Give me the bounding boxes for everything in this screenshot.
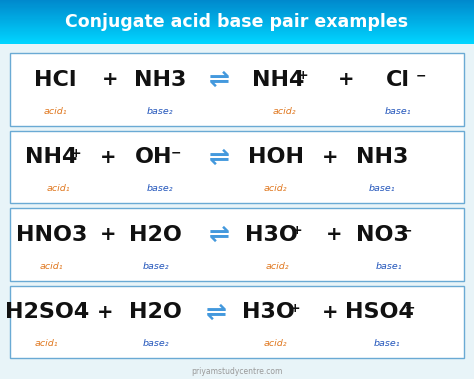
Text: base₂: base₂	[147, 184, 173, 193]
Text: base₁: base₁	[369, 184, 395, 193]
Bar	[0, 14, 474, 15]
Bar	[0, 13, 474, 14]
Text: H2SO4: H2SO4	[5, 302, 89, 323]
Text: Cl: Cl	[386, 70, 410, 90]
Text: +: +	[97, 303, 114, 322]
Text: acid₂: acid₂	[264, 339, 287, 348]
Text: base₂: base₂	[142, 262, 169, 271]
FancyBboxPatch shape	[10, 208, 464, 280]
Text: +: +	[322, 148, 338, 167]
Bar	[0, 3, 474, 5]
Text: +: +	[102, 70, 118, 89]
Text: ⇌: ⇌	[209, 68, 229, 92]
FancyBboxPatch shape	[10, 286, 464, 358]
Bar	[0, 36, 474, 37]
Bar	[0, 10, 474, 11]
Bar	[0, 39, 474, 40]
Text: priyamstudycentre.com: priyamstudycentre.com	[191, 367, 283, 376]
Text: +: +	[100, 226, 116, 244]
Text: OH: OH	[135, 147, 172, 168]
Bar	[0, 2, 474, 3]
Text: acid₁: acid₁	[39, 262, 63, 271]
Bar	[0, 5, 474, 6]
Bar	[0, 8, 474, 9]
Text: NO3: NO3	[356, 225, 409, 245]
Text: H2O: H2O	[129, 302, 182, 323]
Bar	[0, 22, 474, 23]
Bar	[0, 19, 474, 20]
Text: H2O: H2O	[129, 225, 182, 245]
Text: +: +	[297, 69, 308, 82]
Bar	[0, 1, 474, 2]
Text: NH3: NH3	[356, 147, 408, 168]
Text: H3O: H3O	[242, 302, 295, 323]
Bar	[0, 30, 474, 31]
Text: NH4: NH4	[252, 70, 304, 90]
Bar	[0, 27, 474, 28]
Text: HOH: HOH	[247, 147, 303, 168]
Bar	[0, 16, 474, 17]
Bar	[0, 11, 474, 12]
Text: +: +	[290, 302, 301, 315]
Text: −: −	[401, 224, 412, 237]
Text: base₂: base₂	[147, 106, 173, 116]
Text: base₁: base₁	[375, 262, 402, 271]
Text: +: +	[292, 224, 302, 237]
Bar	[0, 26, 474, 27]
Text: base₁: base₁	[384, 106, 411, 116]
Text: HNO3: HNO3	[16, 225, 87, 245]
FancyBboxPatch shape	[10, 130, 464, 203]
Text: ⇌: ⇌	[209, 223, 229, 247]
Text: H3O: H3O	[245, 225, 297, 245]
Text: base₁: base₁	[374, 339, 400, 348]
Bar	[0, 24, 474, 25]
Bar	[0, 9, 474, 10]
Bar	[0, 34, 474, 35]
Text: −: −	[405, 302, 415, 315]
Text: acid₁: acid₁	[46, 184, 70, 193]
Bar	[0, 17, 474, 19]
FancyBboxPatch shape	[10, 53, 464, 126]
Bar	[0, 21, 474, 22]
Text: +: +	[337, 70, 354, 89]
Bar	[0, 35, 474, 36]
Bar	[0, 23, 474, 24]
Text: HCl: HCl	[35, 70, 77, 90]
Text: acid₁: acid₁	[44, 106, 67, 116]
Bar	[0, 42, 474, 44]
Bar	[0, 15, 474, 16]
Bar	[0, 20, 474, 21]
Text: +: +	[100, 148, 116, 167]
Text: NH3: NH3	[134, 70, 186, 90]
Bar	[0, 33, 474, 34]
Bar	[0, 31, 474, 33]
Text: acid₂: acid₂	[264, 184, 287, 193]
Text: HSO4: HSO4	[345, 302, 414, 323]
Bar	[0, 12, 474, 13]
Text: ⇌: ⇌	[206, 301, 227, 324]
Text: +: +	[326, 226, 343, 244]
Text: −: −	[171, 147, 181, 160]
Text: acid₂: acid₂	[266, 262, 290, 271]
Text: NH4: NH4	[25, 147, 77, 168]
Bar	[0, 25, 474, 26]
Text: +: +	[71, 147, 82, 160]
Text: −: −	[415, 69, 426, 82]
Text: ⇌: ⇌	[209, 146, 229, 169]
Text: Conjugate acid base pair examples: Conjugate acid base pair examples	[65, 13, 409, 31]
Bar	[0, 40, 474, 41]
Text: acid₂: acid₂	[273, 106, 296, 116]
Bar	[0, 0, 474, 1]
Bar	[0, 37, 474, 38]
Text: +: +	[322, 303, 338, 322]
Bar	[0, 38, 474, 39]
Bar	[0, 6, 474, 8]
Bar	[0, 28, 474, 30]
Text: acid₁: acid₁	[35, 339, 58, 348]
Text: base₂: base₂	[142, 339, 169, 348]
Bar	[0, 41, 474, 42]
